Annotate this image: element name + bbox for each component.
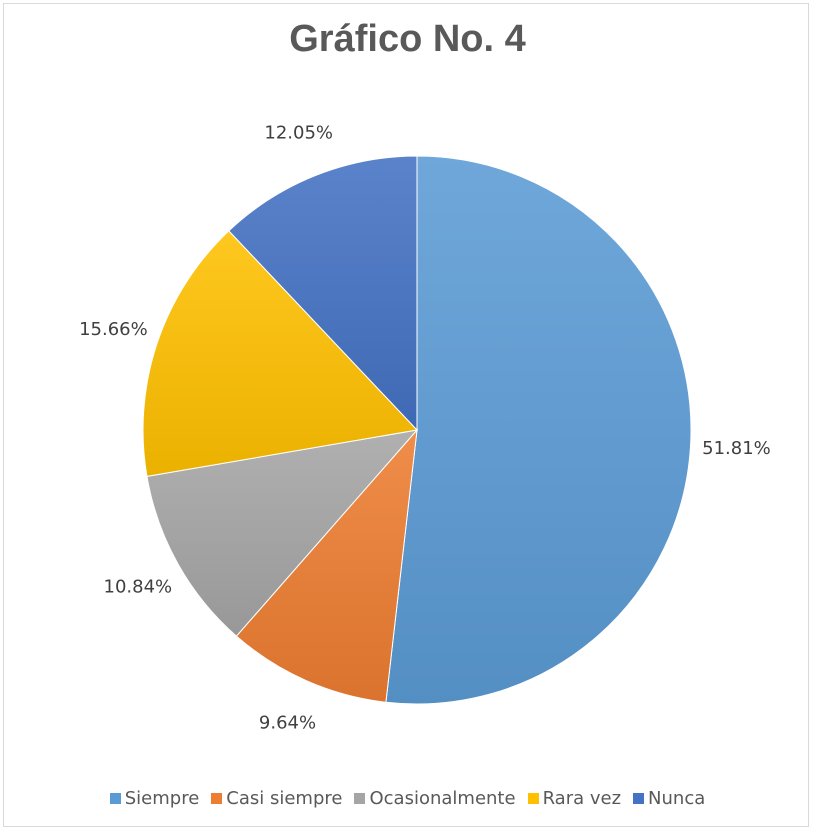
legend-swatch	[527, 793, 539, 804]
pie-slice-siempre	[385, 155, 692, 705]
legend-label: Nunca	[648, 788, 706, 809]
pie-slices	[142, 155, 692, 705]
legend-item-casi-siempre: Casi siempre	[211, 788, 342, 809]
pie-slice-rara-vez	[142, 230, 419, 478]
legend-label: Ocasionalmente	[369, 788, 516, 809]
legend-swatch	[354, 793, 366, 804]
legend-label: Siempre	[124, 788, 200, 809]
pie-slice-nunca	[228, 155, 418, 432]
pie-slice-ocasionalmente	[146, 429, 419, 637]
data-label-ocasionalmente: 10.84%	[104, 576, 173, 597]
legend-swatch	[633, 793, 645, 804]
legend-item-nunca: Nunca	[633, 788, 705, 809]
data-label-casi-siempre: 9.64%	[259, 713, 316, 734]
data-label-siempre: 51.81%	[702, 438, 771, 459]
legend-item-siempre: Siempre	[109, 788, 200, 809]
chart-title: Gráfico No. 4	[289, 18, 526, 60]
chart-legend: Siempre Casi siempre Ocasionalmente Rara ve…	[0, 788, 815, 809]
pie-slice-casi-siempre	[235, 428, 418, 703]
legend-label: Casi siempre	[226, 788, 343, 809]
pie-data-labels: 51.81% 9.64% 10.84% 15.66% 12.05%	[79, 123, 771, 734]
legend-label: Rara vez	[542, 788, 622, 809]
data-label-rara-vez: 15.66%	[79, 319, 148, 340]
legend-swatch	[211, 793, 223, 804]
legend-swatch	[109, 793, 121, 804]
data-label-nunca: 12.05%	[264, 123, 333, 144]
legend-item-rara-vez: Rara vez	[527, 788, 622, 809]
legend-item-ocasionalmente: Ocasionalmente	[354, 788, 516, 809]
